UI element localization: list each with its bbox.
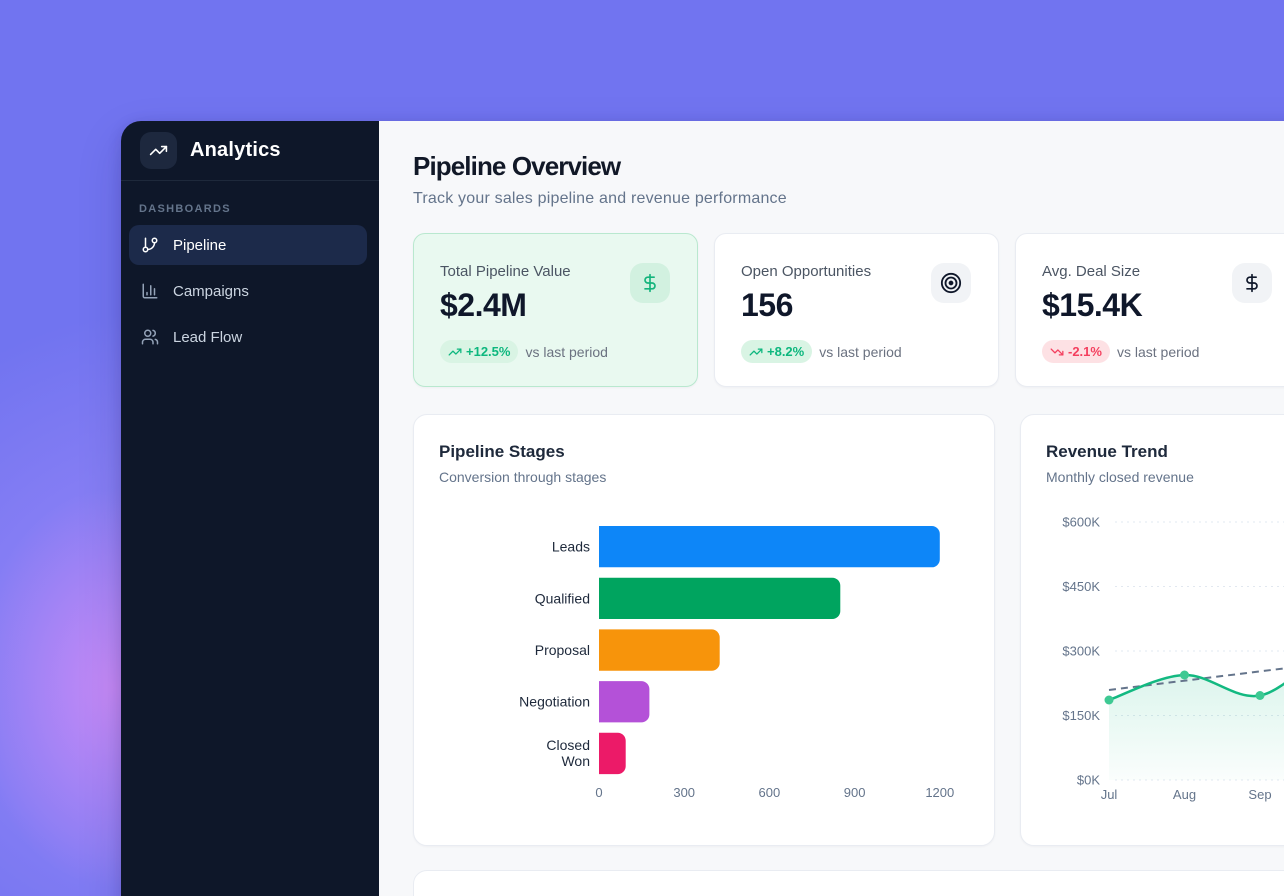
svg-text:300: 300 [673, 785, 695, 800]
svg-text:Proposal: Proposal [535, 642, 590, 658]
svg-text:$450K: $450K [1062, 579, 1100, 594]
svg-text:Leads: Leads [552, 539, 590, 555]
svg-text:Closed: Closed [546, 737, 590, 753]
svg-text:$300K: $300K [1062, 644, 1100, 659]
svg-text:1200: 1200 [925, 785, 954, 800]
svg-text:Sep: Sep [1248, 787, 1271, 802]
svg-text:$600K: $600K [1062, 515, 1100, 530]
svg-text:Aug: Aug [1173, 787, 1196, 802]
svg-text:Jul: Jul [1101, 787, 1118, 802]
svg-text:Won: Won [561, 753, 590, 769]
svg-text:0: 0 [595, 785, 602, 800]
svg-text:900: 900 [844, 785, 866, 800]
svg-text:$0K: $0K [1077, 773, 1100, 788]
svg-text:600: 600 [759, 785, 781, 800]
svg-text:Negotiation: Negotiation [519, 694, 590, 710]
svg-text:Qualified: Qualified [535, 590, 590, 606]
svg-text:$150K: $150K [1062, 708, 1100, 723]
